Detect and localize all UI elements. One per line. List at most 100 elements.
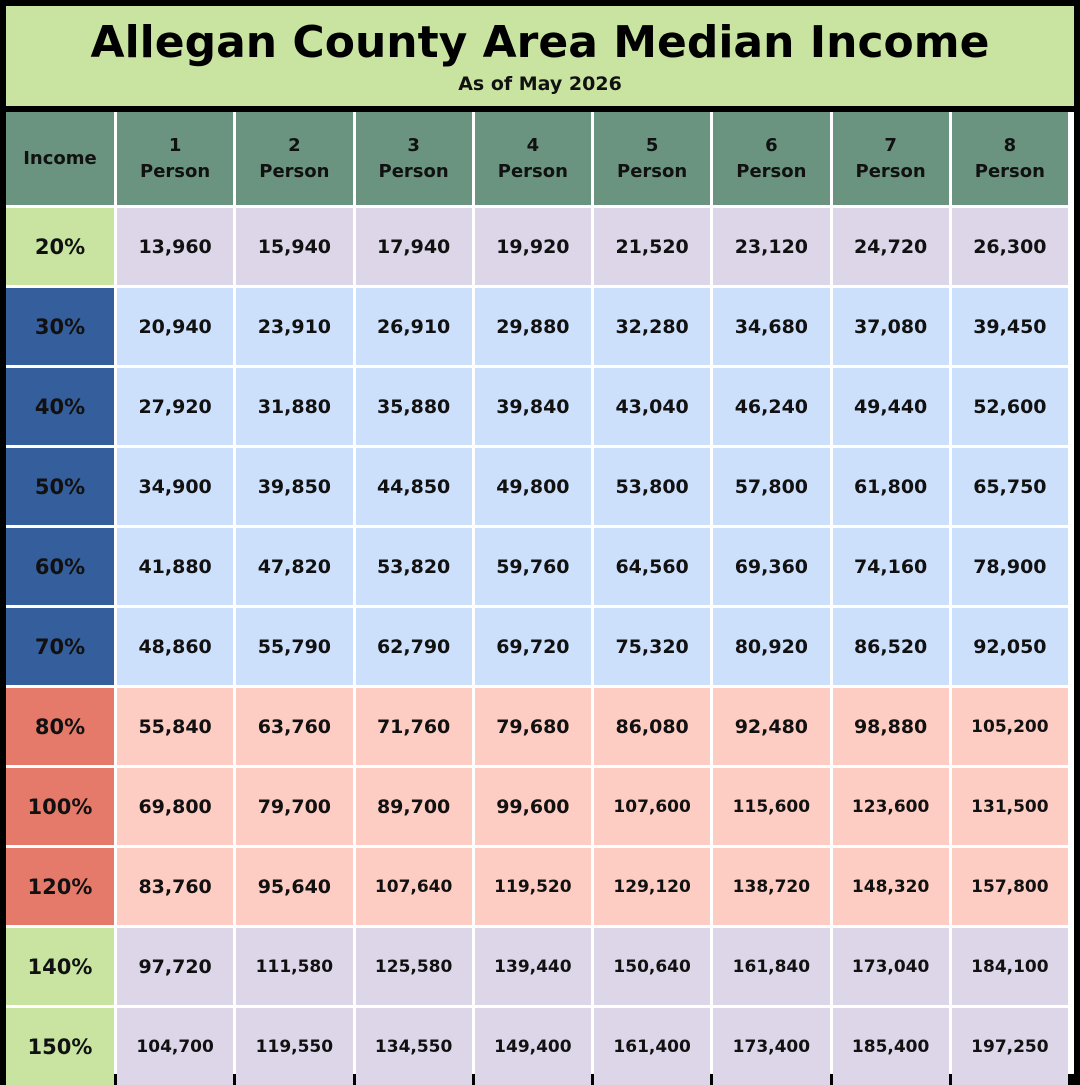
income-limit-cell: 21,520	[594, 208, 711, 285]
household-size-unit: Person	[855, 160, 926, 182]
income-limit-cell: 123,600	[832, 768, 949, 845]
household-size-number: 4	[526, 134, 540, 156]
income-limit-cell: 92,480	[713, 688, 830, 765]
income-limit-cell: 27,920	[117, 368, 234, 445]
income-limit-cell: 62,790	[355, 608, 472, 685]
income-limit-cell: 107,600	[594, 768, 711, 845]
income-limit-cell: 115,600	[713, 768, 830, 845]
income-limit-cell: 46,240	[713, 368, 830, 445]
income-limit-cell: 185,400	[832, 1008, 949, 1085]
income-table: Income 1 Person 2 Person 3 Person 4 Person 5 Perso…	[6, 112, 1074, 1085]
income-limit-cell: 107,640	[355, 848, 472, 925]
income-limit-cell: 17,940	[355, 208, 472, 285]
income-limit-cell: 92,050	[951, 608, 1068, 685]
income-limit-cell: 57,800	[713, 448, 830, 525]
income-limit-cell: 97,720	[117, 928, 234, 1005]
household-size-unit: Person	[736, 160, 807, 182]
income-limit-cell: 173,400	[713, 1008, 830, 1085]
income-limit-cell: 15,940	[236, 208, 353, 285]
income-limit-cell: 55,790	[236, 608, 353, 685]
income-limit-cell: 23,910	[236, 288, 353, 365]
income-limit-cell: 104,700	[117, 1008, 234, 1085]
column-header-income: Income	[6, 112, 114, 205]
income-limit-cell: 63,760	[236, 688, 353, 765]
income-limit-cell: 55,840	[117, 688, 234, 765]
income-limit-cell: 37,080	[832, 288, 949, 365]
income-limit-cell: 157,800	[951, 848, 1068, 925]
household-size-number: 8	[1003, 134, 1017, 156]
income-limit-cell: 69,720	[474, 608, 591, 685]
row-label-income-percent: 70%	[6, 608, 114, 685]
income-limit-cell: 119,520	[474, 848, 591, 925]
income-limit-cell: 79,700	[236, 768, 353, 845]
household-size-unit: Person	[140, 160, 211, 182]
income-limit-cell: 79,680	[474, 688, 591, 765]
income-limit-cell: 78,900	[951, 528, 1068, 605]
income-limit-cell: 31,880	[236, 368, 353, 445]
income-limit-cell: 41,880	[117, 528, 234, 605]
household-size-number: 3	[407, 134, 420, 156]
row-label-income-percent: 20%	[6, 208, 114, 285]
household-size-number: 1	[168, 134, 182, 156]
income-limit-cell: 49,800	[474, 448, 591, 525]
income-limit-cell: 139,440	[474, 928, 591, 1005]
row-label-income-percent: 50%	[6, 448, 114, 525]
household-size-number: 2	[288, 134, 301, 156]
income-limit-cell: 99,600	[474, 768, 591, 845]
income-limit-cell: 26,300	[951, 208, 1068, 285]
income-limit-cell: 29,880	[474, 288, 591, 365]
row-label-income-percent: 40%	[6, 368, 114, 445]
column-header-2-person: 2 Person	[236, 112, 353, 205]
household-size-number: 5	[645, 134, 659, 156]
income-limit-cell: 19,920	[474, 208, 591, 285]
income-limit-cell: 161,840	[713, 928, 830, 1005]
income-limit-cell: 149,400	[474, 1008, 591, 1085]
household-size-unit: Person	[497, 160, 568, 182]
column-header-3-person: 3 Person	[355, 112, 472, 205]
income-limit-cell: 23,120	[713, 208, 830, 285]
household-size-unit: Person	[617, 160, 688, 182]
income-limit-cell: 48,860	[117, 608, 234, 685]
income-limit-cell: 119,550	[236, 1008, 353, 1085]
row-label-income-percent: 30%	[6, 288, 114, 365]
income-limit-cell: 49,440	[832, 368, 949, 445]
row-label-income-percent: 80%	[6, 688, 114, 765]
household-size-unit: Person	[259, 160, 330, 182]
income-limit-cell: 39,450	[951, 288, 1068, 365]
income-limit-cell: 150,640	[594, 928, 711, 1005]
income-limit-cell: 71,760	[355, 688, 472, 765]
income-limit-cell: 148,320	[832, 848, 949, 925]
income-limit-cell: 83,760	[117, 848, 234, 925]
income-limit-cell: 34,900	[117, 448, 234, 525]
income-limit-cell: 86,080	[594, 688, 711, 765]
income-limit-cell: 39,840	[474, 368, 591, 445]
income-limit-cell: 134,550	[355, 1008, 472, 1085]
column-header-1-person: 1 Person	[117, 112, 234, 205]
income-limit-cell: 69,800	[117, 768, 234, 845]
column-header-5-person: 5 Person	[594, 112, 711, 205]
income-limit-cell: 43,040	[594, 368, 711, 445]
title-banner: Allegan County Area Median Income As of …	[6, 6, 1074, 106]
income-limit-cell: 47,820	[236, 528, 353, 605]
income-limit-cell: 80,920	[713, 608, 830, 685]
income-limit-cell: 53,820	[355, 528, 472, 605]
income-limit-cell: 26,910	[355, 288, 472, 365]
column-header-6-person: 6 Person	[713, 112, 830, 205]
household-size-unit: Person	[974, 160, 1045, 182]
income-limit-cell: 24,720	[832, 208, 949, 285]
income-limit-cell: 98,880	[832, 688, 949, 765]
income-limit-cell: 53,800	[594, 448, 711, 525]
income-limit-cell: 197,250	[951, 1008, 1068, 1085]
income-limit-cell: 39,850	[236, 448, 353, 525]
page-title: Allegan County Area Median Income	[90, 17, 990, 68]
row-label-income-percent: 150%	[6, 1008, 114, 1085]
income-limit-cell: 52,600	[951, 368, 1068, 445]
income-limit-cell: 184,100	[951, 928, 1068, 1005]
income-limit-cell: 59,760	[474, 528, 591, 605]
income-limit-cell: 125,580	[355, 928, 472, 1005]
income-limit-cell: 64,560	[594, 528, 711, 605]
row-label-income-percent: 60%	[6, 528, 114, 605]
income-limit-cell: 95,640	[236, 848, 353, 925]
income-limit-cell: 173,040	[832, 928, 949, 1005]
